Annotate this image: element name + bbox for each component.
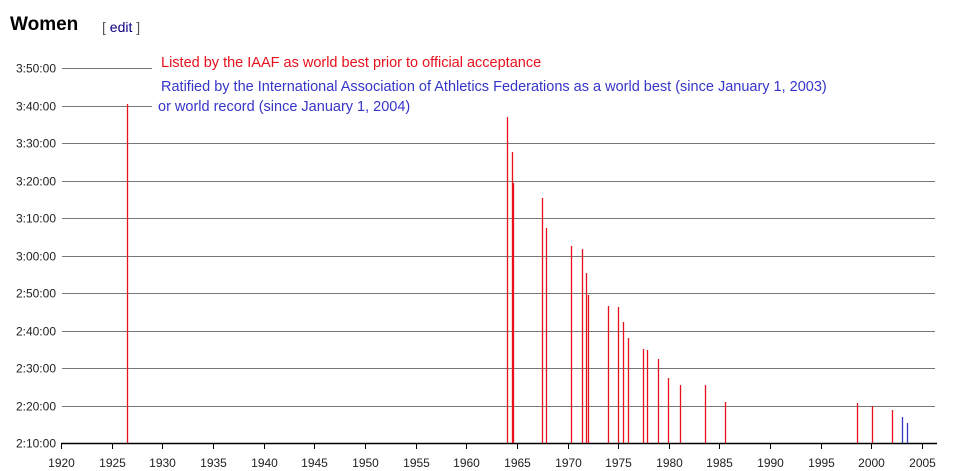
x-tick-label: 1990 — [757, 456, 784, 470]
x-tick-label: 1920 — [48, 456, 75, 470]
x-tick-label: 2000 — [858, 456, 885, 470]
y-tick-label: 3:30:00 — [16, 137, 56, 151]
x-tick-label: 1935 — [200, 456, 227, 470]
x-tick-label: 1955 — [403, 456, 430, 470]
y-tick-label: 2:40:00 — [16, 325, 56, 339]
y-tick-label: 3:50:00 — [16, 62, 56, 76]
legend-listed: Listed by the IAAF as world best prior t… — [161, 55, 542, 71]
legend-ratified: Ratified by the International Associatio… — [158, 77, 948, 117]
x-tick-label: 1995 — [808, 456, 835, 470]
x-tick-label: 1930 — [149, 456, 176, 470]
x-tick-label: 1945 — [301, 456, 328, 470]
y-tick-label: 3:20:00 — [16, 175, 56, 189]
x-tick-label: 1960 — [453, 456, 480, 470]
edit-link-wrapper: [ edit ] — [102, 19, 140, 35]
y-tick-label: 2:20:00 — [16, 400, 56, 414]
y-tick-label: 2:30:00 — [16, 362, 56, 376]
y-tick-label: 3:10:00 — [16, 212, 56, 226]
x-tick-label: 1940 — [251, 456, 278, 470]
y-tick-label: 3:40:00 — [16, 100, 56, 114]
legend-ratified-line1: Ratified by the International Associatio… — [161, 79, 827, 95]
y-tick-label: 2:50:00 — [16, 287, 56, 301]
x-tick-label: 1925 — [99, 456, 126, 470]
x-tick-label: 1950 — [352, 456, 379, 470]
x-tick-label: 1975 — [605, 456, 632, 470]
x-tick-label: 1985 — [706, 456, 733, 470]
section-title: Women — [10, 14, 79, 35]
edit-link[interactable]: edit — [109, 19, 133, 35]
x-tick-label: 1980 — [656, 456, 683, 470]
y-tick-label: 2:10:00 — [16, 437, 56, 451]
bracket-open: [ — [102, 19, 110, 35]
x-tick-label: 1965 — [504, 456, 531, 470]
legend-ratified-line2: or world record (since January 1, 2004) — [158, 99, 411, 115]
x-tick-label: 2005 — [909, 456, 936, 470]
y-tick-label: 3:00:00 — [16, 250, 56, 264]
bracket-close: ] — [132, 19, 141, 35]
x-tick-label: 1970 — [555, 456, 582, 470]
